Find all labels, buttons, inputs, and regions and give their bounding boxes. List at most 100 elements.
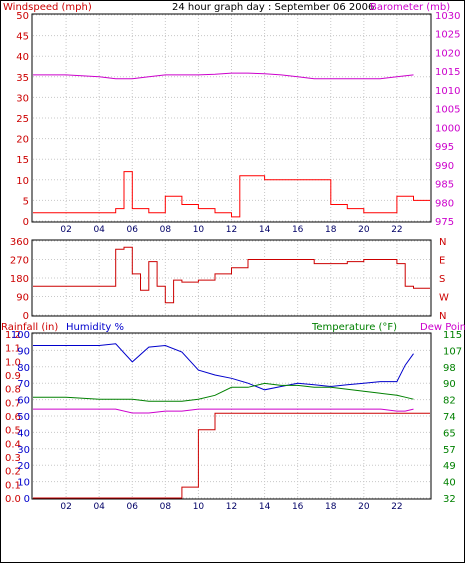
humidity-tick-label: 30 <box>17 445 30 456</box>
wind-panel-frame <box>31 13 432 223</box>
x-tick-label: 18 <box>325 502 337 512</box>
humidity-tick-label: 40 <box>17 428 30 439</box>
temperature-tick-label: 115 <box>443 330 462 341</box>
temperature-tick-label: 57 <box>443 445 456 456</box>
right-tick-label: 1005 <box>435 105 460 116</box>
temperature-series-line <box>33 382 414 402</box>
right-tick-label: 985 <box>435 180 454 191</box>
wind-direction-series-line <box>33 246 430 304</box>
rain-tick-label: 0.4 <box>5 439 21 450</box>
x-tick-label: 02 <box>60 225 71 235</box>
left-tick-label: 35 <box>16 73 29 84</box>
right-tick-label: 1000 <box>435 123 460 134</box>
rain-tick-label: 0.5 <box>5 426 21 437</box>
rain-tick-label: 0.9 <box>5 371 21 382</box>
x-tick-label: 20 <box>358 502 370 512</box>
temperature-tick-label: 40 <box>443 478 456 489</box>
left-tick-label: 10 <box>16 176 29 187</box>
left-tick-label: 25 <box>16 114 29 125</box>
compass-tick-label: E <box>439 256 445 267</box>
chart-title: 24 hour graph day : September 06 2006 <box>172 2 374 13</box>
left-tick-label: 15 <box>16 155 29 166</box>
x-tick-label: 08 <box>160 225 172 235</box>
x-tick-label: 14 <box>259 502 271 512</box>
windspeed-series-line <box>33 171 430 218</box>
left-tick-label: 180 <box>10 274 29 285</box>
temperature-tick-label: 107 <box>443 346 462 357</box>
right-tick-label: 975 <box>435 217 454 228</box>
left-tick-label: 5 <box>23 196 29 207</box>
temperature-axis-title: Temperature (°F) <box>311 322 397 333</box>
humidity-tick-label: 70 <box>17 379 30 390</box>
right-axis-title: Barometer (mb) <box>370 2 450 13</box>
compass-tick-label: S <box>439 274 445 285</box>
temperature-tick-label: 32 <box>443 494 456 505</box>
humidity-axis-title: Humidity % <box>66 322 124 333</box>
x-tick-label: 04 <box>93 225 105 235</box>
x-tick-label: 14 <box>259 225 271 235</box>
humidity-tick-label: 60 <box>17 396 30 407</box>
x-tick-label: 22 <box>391 502 402 512</box>
x-tick-label: 18 <box>325 225 337 235</box>
left-tick-label: 45 <box>16 32 29 43</box>
x-tick-label: 04 <box>93 502 105 512</box>
climate-panel-frame <box>31 332 432 500</box>
right-tick-label: 1030 <box>435 11 460 22</box>
x-tick-label: 06 <box>127 225 139 235</box>
temperature-tick-label: 74 <box>443 412 456 423</box>
dew-point-axis-title: Dew Point <box>420 322 465 333</box>
left-tick-label: 360 <box>10 237 29 248</box>
rain-tick-label: 0.2 <box>5 467 21 478</box>
right-tick-label: 990 <box>435 161 454 172</box>
right-tick-label: 980 <box>435 198 454 209</box>
rain-tick-label: 0.7 <box>5 398 21 409</box>
left-tick-label: 30 <box>16 93 29 104</box>
x-tick-label: 08 <box>160 502 172 512</box>
humidity-tick-label: 20 <box>17 461 30 472</box>
temperature-tick-label: 90 <box>443 379 456 390</box>
left-tick-label: 90 <box>16 293 29 304</box>
left-tick-label: 270 <box>10 256 29 267</box>
right-tick-label: 1020 <box>435 48 460 59</box>
humidity-tick-label: 100 <box>11 330 30 341</box>
direction-panel-frame <box>31 239 432 317</box>
right-tick-label: 1010 <box>435 86 460 97</box>
left-axis-title: Windspeed (mph) <box>3 2 92 13</box>
humidity-tick-label: 10 <box>17 478 30 489</box>
humidity-tick-label: 90 <box>17 346 30 357</box>
compass-tick-label: N <box>439 237 446 248</box>
barometer-series-line <box>33 72 414 80</box>
x-tick-label: 10 <box>193 225 205 235</box>
rain-tick-label: 1.2 <box>5 330 21 341</box>
left-tick-label: 0 <box>23 311 29 322</box>
x-tick-label: 02 <box>60 502 71 512</box>
rain-tick-label: 1.0 <box>5 357 21 368</box>
rainfall-series-line <box>33 412 430 499</box>
humidity-tick-label: 0 <box>24 494 30 505</box>
rain-tick-label: 0.3 <box>5 453 21 464</box>
temperature-tick-label: 49 <box>443 461 456 472</box>
rain-tick-label: 0.8 <box>5 385 21 396</box>
humidity-series-line <box>33 343 414 391</box>
x-tick-label: 10 <box>193 502 205 512</box>
left-tick-label: 50 <box>16 11 29 22</box>
left-tick-label: 20 <box>16 135 29 146</box>
x-tick-label: 16 <box>292 225 304 235</box>
right-tick-label: 1015 <box>435 67 460 78</box>
temperature-tick-label: 98 <box>443 363 456 374</box>
rain-tick-label: 1.1 <box>5 344 21 355</box>
humidity-tick-label: 80 <box>17 363 30 374</box>
rain-tick-label: 0.6 <box>5 412 21 423</box>
rainfall-axis-title: Rainfall (in) <box>1 322 58 333</box>
x-tick-label: 20 <box>358 225 370 235</box>
right-tick-label: 1025 <box>435 30 460 41</box>
compass-tick-label: W <box>439 293 449 304</box>
left-tick-label: 40 <box>16 52 29 63</box>
x-tick-label: 06 <box>127 502 139 512</box>
right-tick-label: 995 <box>435 142 454 153</box>
temperature-tick-label: 65 <box>443 428 456 439</box>
temperature-tick-label: 82 <box>443 396 456 407</box>
x-tick-label: 12 <box>226 502 237 512</box>
